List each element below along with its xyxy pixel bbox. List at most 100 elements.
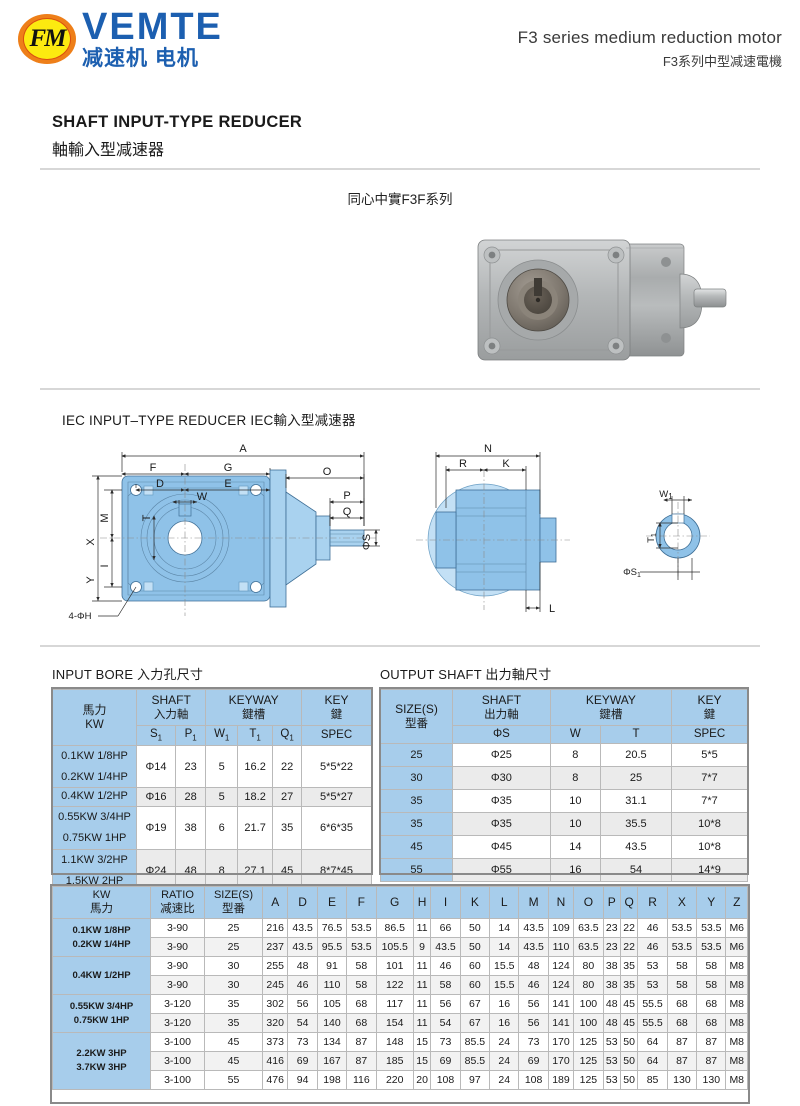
cell-a: 416 (261, 1051, 289, 1072)
cell-o: 125 (573, 1051, 604, 1072)
cell-l: 24 (489, 1032, 520, 1053)
input-bore-label: INPUT BORE 入力孔尺寸 (52, 667, 204, 682)
header-keyway-en: KEYWAY (585, 693, 636, 707)
cell-x: 87 (666, 1051, 698, 1072)
cell-x: 68 (666, 1013, 698, 1034)
page-title-en: SHAFT INPUT-TYPE REDUCER (52, 113, 303, 131)
cell-t: 31.1 (599, 788, 673, 813)
subheader-s1: S1 (136, 725, 176, 746)
header-series-title: F3 series medium reduction motor F3系列中型减… (518, 28, 782, 70)
cell-h: 11 (412, 975, 432, 996)
cell-s1: Φ14 (136, 744, 176, 789)
svg-text:W1: W1 (659, 489, 673, 501)
brand-name-cn: 减速机 电机 (82, 47, 199, 70)
cell-l: 14 (489, 937, 520, 958)
cell-spec: 5*5*22 (301, 744, 372, 789)
cell-w: 10 (549, 788, 601, 813)
cell-q: 22 (619, 937, 639, 958)
cell-l: 16 (489, 994, 520, 1015)
cell-phis: Φ35 (452, 811, 551, 836)
cell-q: 45 (619, 994, 639, 1015)
cell-k: 60 (459, 975, 491, 996)
product-subtitle: 同心中實F3F系列 (347, 192, 453, 207)
cell-r: 46 (637, 918, 668, 939)
svg-text:O: O (323, 466, 332, 478)
cell-w: 16 (549, 857, 601, 882)
brand-logo: FM VEMTE 减速机 电机 (18, 8, 223, 69)
cell-p: 38 (602, 956, 621, 977)
cell-f: 87 (346, 1051, 377, 1072)
table-row: 2.2KW 3HP 3.7KW 3HP 3-100 45 373 73 134 87 148 15… (52, 1032, 748, 1091)
cell-l: 15.5 (489, 956, 520, 977)
cell-s1: Φ19 (136, 806, 176, 851)
cell-t1: 16.2 (237, 744, 274, 789)
brand-name: VEMTE (82, 6, 223, 48)
cell-size: 45 (204, 1032, 263, 1053)
subheader-w: W (549, 725, 601, 744)
cell-h: 11 (412, 994, 432, 1015)
cell-t1: 21.7 (237, 806, 274, 851)
header-keyway-cn: 鍵槽 (599, 709, 623, 721)
cell-g: 220 (375, 1070, 414, 1091)
cell-phis: Φ30 (452, 765, 551, 790)
cell-l: 15.5 (489, 975, 520, 996)
cell-o: 63.5 (573, 918, 604, 939)
cell-f: 53.5 (346, 937, 377, 958)
cell-i: 58 (430, 975, 461, 996)
cell-r: 64 (637, 1032, 668, 1053)
cell-k: 50 (459, 937, 491, 958)
svg-text:I: I (99, 564, 111, 567)
row-kw-label: 0.1KW 1/8HP 0.2KW 1/4HP (52, 918, 151, 958)
cell-i: 108 (430, 1070, 461, 1091)
cell-m: 46 (518, 975, 549, 996)
cell-ratio: 3-90 (150, 956, 205, 977)
cell-size: 35 (380, 788, 453, 813)
svg-text:D: D (156, 478, 164, 490)
header-key-en: KEY (697, 693, 722, 707)
cell-t: 54 (599, 857, 673, 882)
cell-m: 108 (518, 1070, 549, 1091)
cell-z: M8 (725, 1051, 748, 1072)
cell-k: 97 (459, 1070, 491, 1091)
header-dim-y: Y (696, 885, 727, 920)
cell-o: 80 (573, 956, 604, 977)
row-kw-label: 2.2KW 3HP 3.7KW 3HP (52, 1032, 151, 1091)
cell-e: 140 (316, 1013, 348, 1034)
svg-text:X: X (85, 538, 97, 546)
cell-size: 25 (380, 742, 453, 767)
drawing-section-heading: IEC INPUT–TYPE REDUCER IEC輸入型减速器 (62, 413, 356, 428)
cell-o: 63.5 (573, 937, 604, 958)
cell-r: 53 (637, 975, 668, 996)
cell-d: 73 (287, 1032, 318, 1053)
cell-y: 87 (696, 1032, 727, 1053)
cell-l: 16 (489, 1013, 520, 1034)
series-title-en: F3 series medium reduction motor (517, 28, 782, 47)
header-shaft-en: SHAFT (481, 693, 522, 707)
header-dim-i: I (430, 885, 461, 920)
cell-d: 69 (287, 1051, 318, 1072)
header-dim-g: G (375, 885, 414, 920)
table-row: 0.55KW 3/4HP 0.75KW 1HP 3-120 35 302 56 105 68 1… (52, 994, 748, 1034)
cell-x: 130 (666, 1070, 698, 1091)
cell-p: 53 (602, 1051, 621, 1072)
cell-a: 216 (261, 918, 289, 939)
cell-spec: 10*8 (671, 811, 748, 836)
table-row: 0.55KW 3/4HP 0.75KW 1HP Φ19 38 6 21.7 35 6*6*35 (52, 806, 372, 851)
cell-size: 55 (380, 857, 453, 882)
cell-p: 48 (602, 994, 621, 1015)
cell-ratio: 3-120 (150, 1013, 205, 1034)
header-dim-r: R (637, 885, 668, 920)
cell-size: 35 (380, 811, 453, 836)
cell-q: 45 (619, 1013, 639, 1034)
header-kw-cn: 馬力 (90, 903, 113, 916)
cell-spec: 5*5 (671, 742, 748, 767)
cell-h: 15 (412, 1051, 432, 1072)
series-title-cn: F3系列中型减速電機 (662, 54, 782, 69)
subheader-spec: SPEC (301, 725, 372, 746)
cell-e: 167 (316, 1051, 348, 1072)
header-size-cn: 型番 (405, 717, 428, 730)
cell-f: 58 (346, 975, 377, 996)
cell-a: 373 (261, 1032, 289, 1053)
cell-p1: 38 (174, 806, 207, 851)
